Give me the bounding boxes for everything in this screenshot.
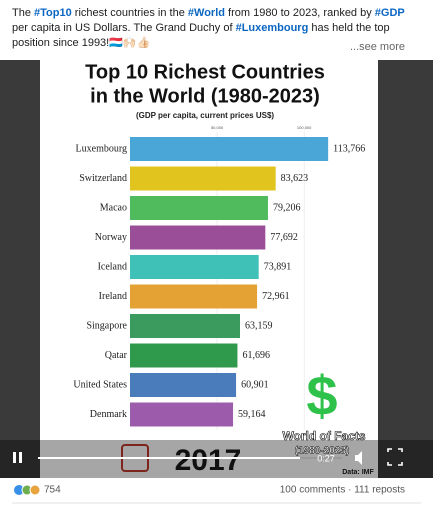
category-label: Qatar — [105, 350, 128, 361]
brand-years: (1980-2023) — [295, 446, 349, 457]
post-text-segment: from 1980 to 2023, ranked by — [224, 7, 375, 19]
value-label: 63,159 — [245, 320, 273, 331]
bar — [130, 284, 258, 309]
year-label: 2017 — [175, 444, 242, 477]
value-label: 77,692 — [270, 232, 298, 243]
insight-icon — [29, 484, 41, 496]
bar — [130, 196, 268, 220]
category-label: Iceland — [98, 261, 127, 272]
bar — [130, 402, 234, 427]
bar — [130, 373, 237, 397]
category-label: United States — [73, 379, 127, 390]
category-label: Macao — [100, 202, 127, 213]
brand-name: World of Facts — [282, 429, 365, 443]
social-bar: 754 100 comments · 111 reposts — [12, 484, 421, 504]
post-text-segment: has held the top position since 1993!🇱🇺🙌… — [12, 22, 390, 49]
category-label: Luxembourg — [76, 143, 127, 154]
chart-title: Top 10 Richest Countries — [85, 61, 325, 83]
value-label: 61,696 — [242, 350, 269, 361]
bar — [130, 225, 266, 250]
value-label: 60,901 — [241, 379, 269, 390]
bar — [130, 314, 241, 338]
like-icon — [14, 485, 24, 495]
hashtag[interactable]: #Top10 — [34, 7, 72, 19]
pause-bar — [13, 452, 16, 463]
category-label: Norway — [95, 232, 127, 243]
hashtag[interactable]: #Luxembourg — [235, 22, 309, 34]
x-tick-label: 100,000 — [297, 125, 312, 130]
hashtag[interactable]: #GDP — [374, 7, 405, 19]
value-label: 83,623 — [281, 173, 309, 184]
data-source: Data: IMF — [342, 469, 374, 476]
bar — [130, 343, 238, 368]
hashtag[interactable]: #World — [187, 7, 225, 19]
value-label: 73,891 — [264, 261, 292, 272]
category-label: Singapore — [86, 320, 127, 331]
post-text-segment: richest countries in the — [71, 7, 188, 19]
value-label: 59,164 — [238, 409, 265, 420]
see-more[interactable]: ...see more — [349, 41, 405, 53]
value-label: 72,961 — [262, 291, 290, 302]
chart-title: in the World (1980-2023) — [90, 85, 320, 107]
fullscreen-button[interactable] — [387, 448, 403, 466]
comment-stats[interactable]: 100 comments · 111 reposts — [280, 485, 405, 496]
bar — [130, 255, 259, 279]
x-tick-label: 50,000 — [211, 125, 224, 130]
value-label: 113,766 — [333, 143, 365, 154]
post-text-segment: per capita in US Dollars. The Grand Duch… — [12, 22, 236, 34]
dollar-icon: $ — [306, 364, 337, 427]
category-label: Switzerland — [79, 173, 127, 184]
post-text: The #Top10 richest countries in the #Wor… — [12, 6, 407, 51]
chart-subtitle: (GDP per capita, current prices US$) — [136, 111, 274, 120]
pause-button[interactable] — [13, 452, 22, 463]
bar — [130, 137, 329, 161]
post-text-segment: The — [12, 7, 35, 19]
value-label: 79,206 — [273, 202, 301, 213]
reaction-count[interactable]: 754 — [44, 485, 61, 496]
time-label: 0:27 — [317, 453, 335, 463]
volume-button[interactable] — [355, 451, 362, 465]
category-label: Ireland — [99, 291, 127, 302]
bar — [130, 166, 276, 191]
pause-bar — [19, 452, 22, 463]
category-label: Denmark — [90, 409, 127, 420]
